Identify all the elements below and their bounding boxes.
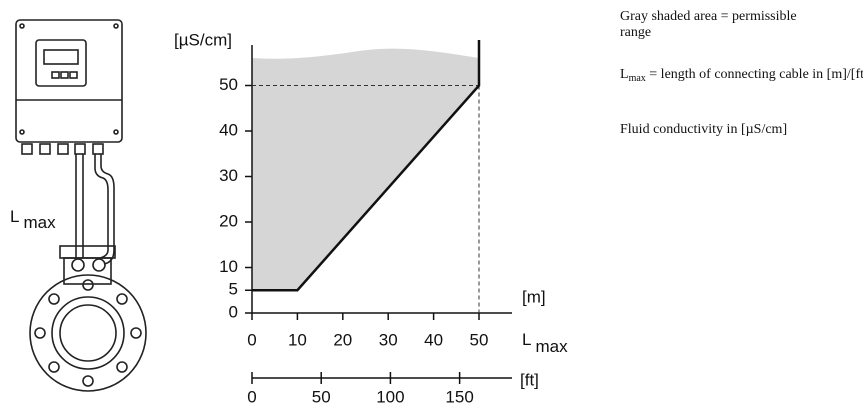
y-tick-label: 5 — [229, 280, 238, 299]
permissible-area — [252, 40, 479, 290]
x-title-main: L — [522, 330, 531, 349]
x2-tick-label: 100 — [376, 387, 404, 406]
x-tick-label: 30 — [379, 330, 398, 349]
x-axis-label: [m] — [522, 287, 546, 306]
x-tick-label: 20 — [333, 330, 352, 349]
x2-tick-label: 150 — [445, 387, 473, 406]
figure: Lmax 0 5 10 20 30 40 50 0 10 20 30 40 50 [µS/cm] [m] Lm… — [0, 0, 863, 409]
y-tick-label: 30 — [219, 166, 238, 185]
y-tick-label: 40 — [219, 120, 238, 139]
note: Lmax = length of connecting cable in [m]… — [620, 67, 863, 84]
x2-axis-label: [ft] — [520, 370, 539, 389]
x2-tick-label: 50 — [312, 387, 331, 406]
x-title-sub: max — [535, 337, 568, 356]
x2-tick-label: 0 — [247, 387, 256, 406]
x-tick-label: 0 — [247, 330, 256, 349]
y-tick-label: 20 — [219, 211, 238, 230]
note: Fluid conductivity in [µS/cm] — [620, 122, 787, 137]
x-tick-label: 40 — [424, 330, 443, 349]
x-tick-label: 50 — [470, 330, 489, 349]
y-tick-label: 0 — [229, 302, 238, 321]
y-tick-label: 50 — [219, 75, 238, 94]
y-tick-label: 10 — [219, 257, 238, 276]
x-tick-label: 10 — [288, 330, 307, 349]
y-axis-label: [µS/cm] — [174, 30, 232, 49]
